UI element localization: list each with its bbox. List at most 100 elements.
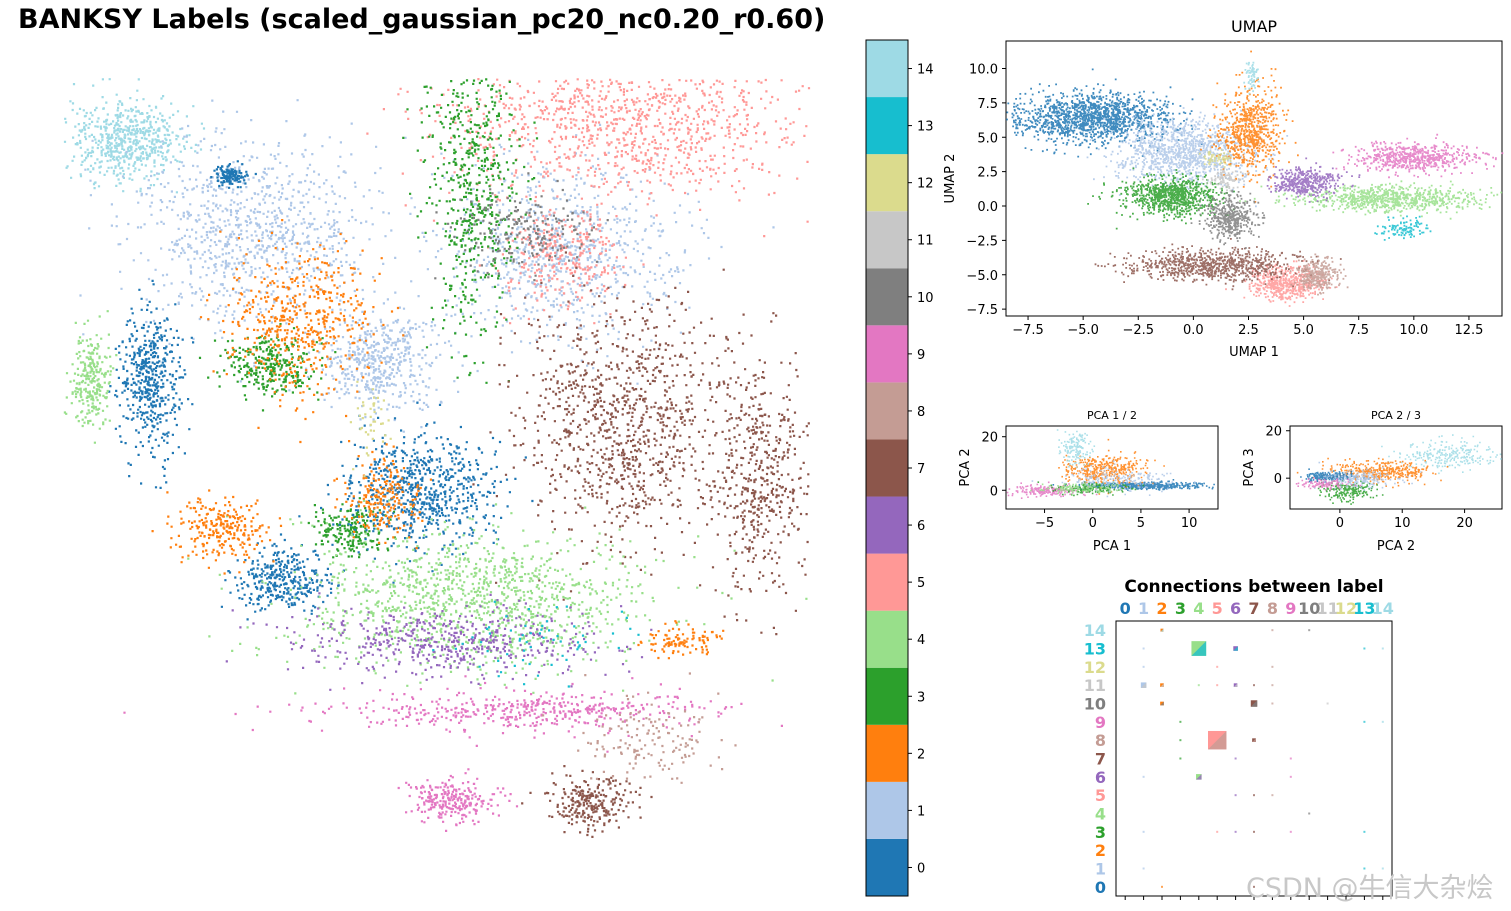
row-label: 0 bbox=[1095, 878, 1106, 897]
row-label: 14 bbox=[1084, 621, 1106, 640]
row-label: 6 bbox=[1095, 768, 1106, 787]
connection-mark bbox=[1363, 830, 1366, 833]
pca12-cluster-9 bbox=[1006, 481, 1098, 499]
spatial-points-0 bbox=[108, 279, 195, 489]
column-label: 8 bbox=[1267, 599, 1278, 618]
y-tick-label: −5.0 bbox=[966, 269, 998, 284]
spatial-cluster-2 bbox=[151, 489, 283, 575]
connection-square-half bbox=[1250, 700, 1258, 707]
row-label: 9 bbox=[1095, 713, 1106, 732]
x-tick-label: 12.5 bbox=[1454, 323, 1483, 338]
spatial-points-12 bbox=[349, 380, 392, 478]
spatial-cluster-9 bbox=[397, 768, 519, 832]
pca12-cluster-14 bbox=[1056, 429, 1096, 469]
connection-mark bbox=[1142, 647, 1145, 650]
colorbar-swatch-10 bbox=[866, 268, 908, 326]
y-tick-label: −7.5 bbox=[966, 303, 998, 318]
umap-cluster-4 bbox=[1239, 180, 1503, 220]
connection-mark bbox=[1197, 684, 1200, 687]
colorbar-tick-label: 4 bbox=[917, 633, 925, 648]
y-axis-label: PCA 3 bbox=[1242, 448, 1257, 486]
spatial-points-13 bbox=[432, 600, 640, 688]
spatial-cluster-2 bbox=[637, 620, 725, 660]
pca23-cluster-3 bbox=[1317, 480, 1384, 505]
connection-mark bbox=[1179, 720, 1182, 723]
spatial-cluster-3 bbox=[307, 496, 396, 559]
column-label: 0 bbox=[1120, 599, 1131, 618]
colorbar-frame bbox=[865, 39, 909, 897]
umap-cluster-6 bbox=[1266, 157, 1361, 203]
column-label: 4 bbox=[1193, 599, 1204, 618]
x-tick-label: 10.0 bbox=[1399, 323, 1428, 338]
watermark: CSDN @牛信大杂烩 bbox=[1246, 873, 1494, 904]
x-tick-label: 20 bbox=[1456, 516, 1473, 531]
column-label: 5 bbox=[1212, 599, 1223, 618]
connection-square-half bbox=[1208, 730, 1227, 750]
spatial-points-7 bbox=[472, 251, 766, 601]
pca23-cluster-1 bbox=[1314, 461, 1422, 491]
spatial-points-4 bbox=[63, 310, 118, 444]
spatial-points-3 bbox=[198, 323, 337, 412]
spatial-points-5 bbox=[478, 186, 645, 325]
row-label: 7 bbox=[1095, 750, 1106, 769]
colorbar-tick-label: 9 bbox=[917, 348, 925, 363]
axes-title: UMAP bbox=[1231, 17, 1277, 36]
column-label: 13 bbox=[1353, 599, 1375, 618]
connection-mark bbox=[1216, 830, 1219, 833]
row-label: 10 bbox=[1084, 695, 1106, 714]
umap-cluster-12 bbox=[1198, 149, 1232, 168]
spatial-points-7 bbox=[521, 765, 653, 838]
spatial-points-3 bbox=[307, 496, 396, 559]
spatial-points-2 bbox=[637, 620, 725, 660]
y-tick-label: 0.0 bbox=[977, 200, 998, 215]
spatial-cluster-1 bbox=[288, 289, 479, 433]
colorbar-tick-label: 13 bbox=[917, 120, 934, 135]
column-label: 1 bbox=[1138, 599, 1149, 618]
row-label: 4 bbox=[1095, 805, 1106, 824]
x-tick-label: −7.5 bbox=[1012, 323, 1044, 338]
colorbar-tick-label: 2 bbox=[917, 747, 925, 762]
spatial-points-10 bbox=[434, 172, 609, 282]
spatial-cluster-1 bbox=[79, 99, 445, 383]
spatial-points-1 bbox=[79, 99, 445, 383]
pca23-cluster-14 bbox=[1381, 434, 1502, 475]
spatial-cluster-3 bbox=[198, 323, 337, 412]
umap-plot: −7.5 −5.0 −2.5 0.0 2.5 5.0 7.5 10.0 12.5 −7.5 −5.0… bbox=[943, 17, 1504, 360]
row-label: 3 bbox=[1095, 823, 1106, 842]
umap-cluster-10 bbox=[1190, 189, 1266, 249]
colorbar-tick-label: 10 bbox=[917, 291, 934, 306]
column-label: 3 bbox=[1175, 599, 1186, 618]
connection-mark bbox=[1289, 775, 1292, 778]
connection-mark bbox=[1363, 647, 1366, 650]
colorbar-tick-label: 3 bbox=[917, 690, 925, 705]
connection-square-half bbox=[1233, 646, 1238, 651]
colorbar-swatch-6 bbox=[866, 496, 908, 554]
spatial-cluster-13 bbox=[432, 600, 640, 688]
colorbar-swatch-2 bbox=[866, 724, 908, 782]
y-tick-label: −2.5 bbox=[966, 234, 998, 249]
spatial-cluster-0 bbox=[220, 533, 345, 621]
colorbar-tick-label: 5 bbox=[917, 576, 925, 591]
axes-title: PCA 2 / 3 bbox=[1371, 409, 1421, 422]
connection-square-half bbox=[1252, 738, 1256, 743]
y-tick-label: 20 bbox=[1265, 425, 1282, 440]
connection-mark bbox=[1271, 665, 1274, 668]
spatial-points-4 bbox=[187, 499, 808, 695]
colorbar-swatch-5 bbox=[866, 553, 908, 611]
colorbar-swatch-7 bbox=[866, 439, 908, 497]
y-axis-label: UMAP 2 bbox=[943, 154, 958, 204]
umap-cluster-1 bbox=[1086, 107, 1289, 208]
spatial-points-0 bbox=[210, 160, 257, 189]
axes-frame bbox=[1289, 425, 1503, 510]
spatial-cluster-4 bbox=[187, 499, 808, 695]
y-axis-label: PCA 2 bbox=[958, 448, 973, 486]
colorbar-swatch-0 bbox=[866, 838, 908, 896]
colorbar-swatch-1 bbox=[866, 781, 908, 839]
spatial-points-0 bbox=[220, 533, 345, 621]
axes-frame bbox=[1005, 40, 1503, 317]
spatial-cluster-7 bbox=[682, 312, 810, 636]
connection-mark bbox=[1234, 794, 1237, 797]
connection-mark bbox=[1289, 757, 1292, 760]
row-label: 12 bbox=[1084, 658, 1106, 677]
y-tick-label: 20 bbox=[981, 431, 998, 446]
